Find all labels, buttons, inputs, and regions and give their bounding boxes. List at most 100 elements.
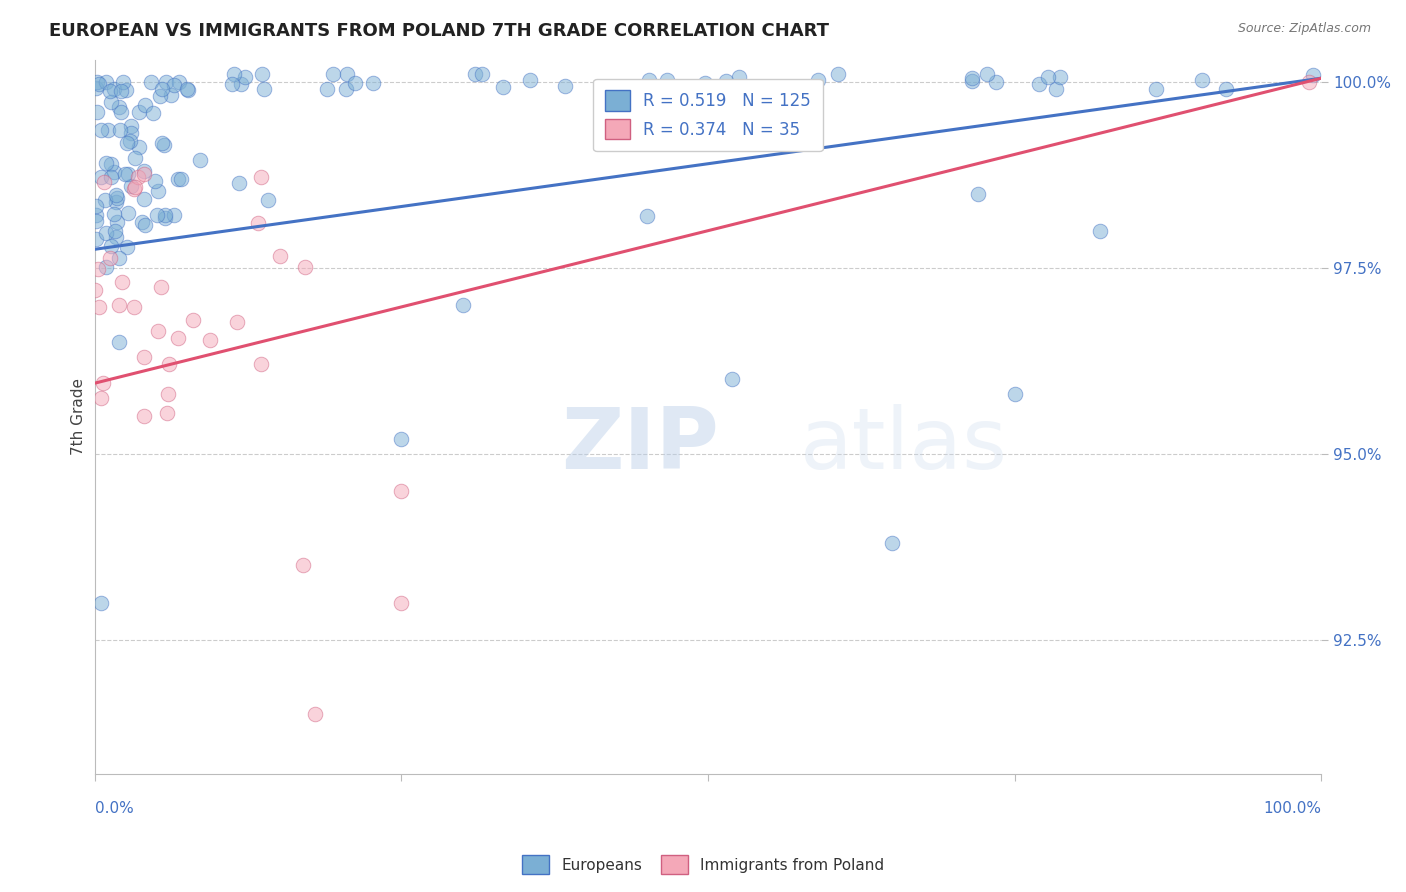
Point: [153, 137, 176, 152]
Point: [96, 75, 118, 89]
Point: [228, 177, 250, 191]
Point: [292, 558, 315, 573]
Point: [976, 67, 998, 81]
Point: [146, 184, 169, 198]
Point: [90, 169, 112, 184]
Point: [1036, 70, 1059, 84]
Point: [105, 215, 128, 229]
Point: [111, 75, 134, 89]
Point: [84, 214, 107, 228]
Point: [94, 193, 117, 207]
Point: [960, 74, 983, 88]
Point: [97, 123, 120, 137]
Point: [167, 75, 190, 89]
Text: EUROPEAN VS IMMIGRANTS FROM POLAND 7TH GRADE CORRELATION CHART: EUROPEAN VS IMMIGRANTS FROM POLAND 7TH G…: [49, 22, 830, 40]
Point: [142, 105, 165, 120]
Point: [105, 191, 128, 205]
Point: [361, 76, 384, 90]
Point: [132, 164, 155, 178]
Legend: R = 0.519   N = 125, R = 0.374   N = 35: R = 0.519 N = 125, R = 0.374 N = 35: [593, 78, 823, 151]
Point: [150, 136, 173, 151]
Point: [155, 211, 177, 226]
Point: [966, 186, 988, 201]
Point: [100, 84, 122, 98]
Point: [728, 70, 751, 84]
Point: [250, 358, 273, 372]
Point: [170, 172, 193, 186]
Point: [124, 151, 146, 165]
Point: [188, 153, 211, 167]
Point: [1215, 82, 1237, 96]
Point: [96, 156, 118, 170]
Point: [638, 73, 661, 87]
Text: 100.0%: 100.0%: [1263, 801, 1322, 816]
Text: Source: ZipAtlas.com: Source: ZipAtlas.com: [1237, 22, 1371, 36]
Point: [157, 387, 180, 401]
Point: [471, 67, 494, 81]
Point: [114, 83, 136, 97]
Point: [90, 123, 112, 137]
Point: [149, 280, 172, 294]
Point: [1045, 82, 1067, 96]
Y-axis label: 7th Grade: 7th Grade: [72, 378, 86, 455]
Point: [714, 74, 737, 88]
Point: [100, 169, 122, 184]
Point: [294, 260, 316, 275]
Point: [1028, 78, 1050, 92]
Point: [111, 276, 134, 290]
Text: ZIP: ZIP: [561, 404, 718, 487]
Point: [143, 174, 166, 188]
Point: [162, 78, 184, 93]
Point: [519, 73, 541, 87]
Point: [1144, 82, 1167, 96]
Point: [131, 215, 153, 229]
Point: [807, 73, 830, 87]
Point: [163, 208, 186, 222]
Point: [492, 79, 515, 94]
Point: [120, 126, 142, 140]
Point: [127, 170, 149, 185]
Point: [100, 95, 122, 109]
Point: [124, 180, 146, 194]
Point: [104, 224, 127, 238]
Point: [86, 75, 108, 89]
Point: [110, 84, 132, 98]
Point: [269, 250, 291, 264]
Point: [103, 165, 125, 179]
Point: [104, 188, 127, 202]
Point: [117, 206, 139, 220]
Point: [1049, 70, 1071, 84]
Point: [160, 87, 183, 102]
Point: [120, 119, 142, 133]
Point: [150, 81, 173, 95]
Point: [132, 192, 155, 206]
Point: [87, 300, 110, 314]
Point: [128, 104, 150, 119]
Point: [105, 194, 128, 209]
Point: [235, 70, 257, 85]
Point: [155, 75, 177, 89]
Point: [799, 82, 821, 96]
Point: [554, 79, 576, 94]
Point: [198, 333, 221, 347]
Legend: Europeans, Immigrants from Poland: Europeans, Immigrants from Poland: [516, 849, 890, 880]
Point: [389, 484, 412, 499]
Point: [98, 252, 121, 266]
Point: [827, 67, 849, 81]
Point: [1302, 68, 1324, 82]
Point: [225, 315, 247, 329]
Point: [94, 227, 117, 241]
Text: 0.0%: 0.0%: [94, 801, 134, 816]
Point: [984, 75, 1007, 89]
Point: [389, 596, 412, 610]
Point: [139, 75, 162, 89]
Point: [253, 82, 276, 96]
Point: [229, 77, 252, 91]
Point: [157, 357, 180, 371]
Point: [87, 77, 110, 91]
Point: [344, 76, 367, 90]
Point: [880, 536, 903, 550]
Point: [91, 376, 114, 391]
Point: [132, 409, 155, 424]
Point: [167, 172, 190, 186]
